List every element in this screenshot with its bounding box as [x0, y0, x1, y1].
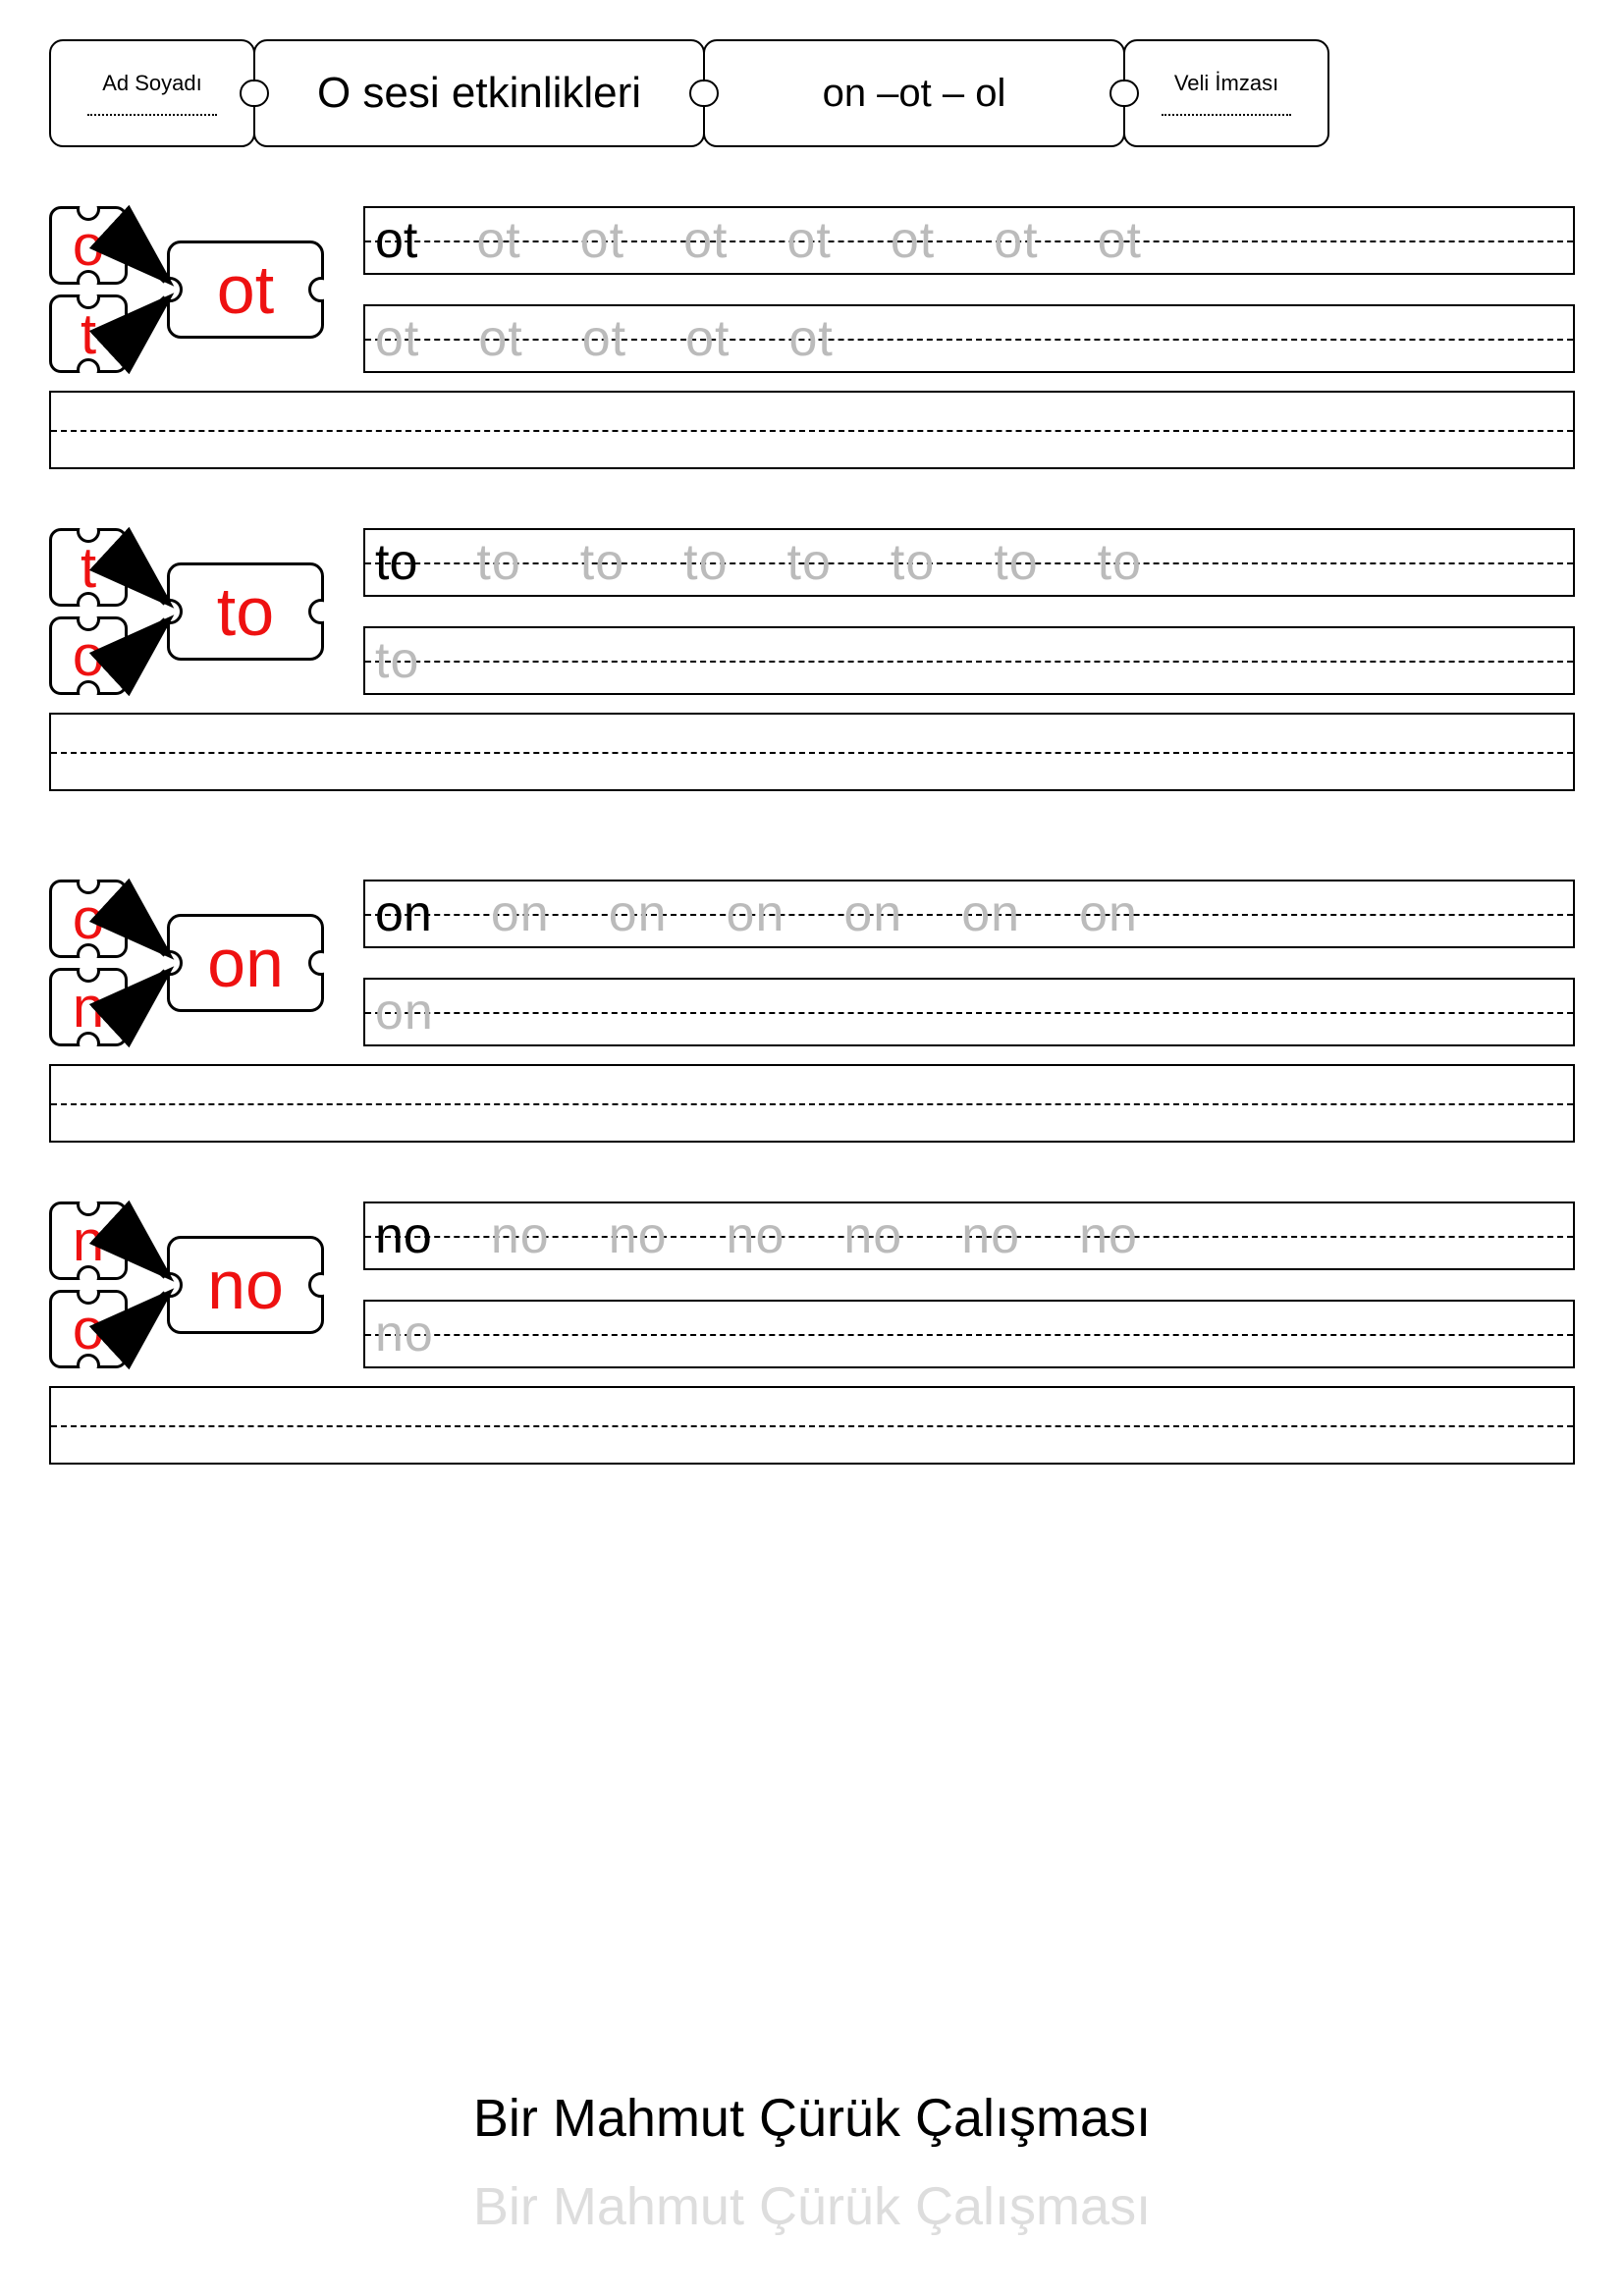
trace-syllable: ot — [476, 211, 520, 270]
writing-line[interactable]: ototototot — [363, 304, 1575, 373]
letter-ticket-bottom: o — [49, 616, 128, 695]
trace-syllable: to — [1098, 533, 1142, 592]
trace-syllable: on — [375, 983, 434, 1041]
writing-line[interactable]: to — [363, 626, 1575, 695]
letter-ticket-bottom: n — [49, 968, 128, 1046]
letter-ticket-top: o — [49, 880, 128, 958]
model-syllable: to — [375, 533, 417, 592]
page-subtitle: on –ot – ol — [823, 72, 1006, 116]
sign-label: Veli İmzası — [1174, 71, 1278, 96]
trace-syllable: ot — [994, 211, 1038, 270]
blank-writing-line[interactable] — [49, 713, 1575, 791]
letter-ticket-top: n — [49, 1201, 128, 1280]
worksheet-page: Ad Soyadı O sesi etkinlikleri on –ot – o… — [0, 0, 1624, 2296]
syllable-ticket: to — [167, 562, 324, 661]
writing-line[interactable]: ononononononon — [363, 880, 1575, 948]
name-label: Ad Soyadı — [102, 71, 202, 96]
writing-column: tototototototototo — [363, 528, 1575, 695]
section-gap — [49, 850, 1575, 880]
trace-syllable: ot — [789, 309, 834, 368]
model-syllable: no — [375, 1206, 432, 1265]
header-row: Ad Soyadı O sesi etkinlikleri on –ot – o… — [49, 39, 1575, 147]
letter-ticket-top: t — [49, 528, 128, 607]
trace-syllable: on — [1079, 884, 1138, 943]
trace-syllable: ot — [685, 309, 730, 368]
trace-syllable: no — [609, 1206, 668, 1265]
letter-combo: toto — [49, 528, 334, 695]
writing-line[interactable]: totototototototo — [363, 528, 1575, 597]
name-ticket: Ad Soyadı — [49, 39, 255, 147]
trace-syllable: ot — [375, 309, 419, 368]
blank-writing-line[interactable] — [49, 1386, 1575, 1465]
letter-combo: onon — [49, 880, 334, 1046]
footer-text: Bir Mahmut Çürük Çalışması — [0, 2088, 1624, 2149]
trace-syllable: ot — [683, 211, 728, 270]
trace-syllable: ot — [478, 309, 522, 368]
trace-syllable: no — [491, 1206, 550, 1265]
writing-line[interactable]: on — [363, 978, 1575, 1046]
syllable-ticket: on — [167, 914, 324, 1012]
trace-syllable: to — [580, 533, 624, 592]
footer-shadow: Bir Mahmut Çürük Çalışması — [0, 2176, 1624, 2237]
arrow-icon — [118, 528, 187, 695]
letter-combo: nono — [49, 1201, 334, 1368]
blank-writing-line[interactable] — [49, 1064, 1575, 1143]
trace-syllable: no — [843, 1206, 902, 1265]
arrow-icon — [118, 880, 187, 1046]
trace-syllable: no — [375, 1305, 434, 1363]
title-ticket: O sesi etkinlikleri — [253, 39, 705, 147]
letter-combo: otot — [49, 206, 334, 373]
syllable-ticket: ot — [167, 240, 324, 339]
trace-syllable: on — [491, 884, 550, 943]
sign-ticket: Veli İmzası — [1123, 39, 1329, 147]
writing-line[interactable]: no — [363, 1300, 1575, 1368]
trace-syllable: to — [994, 533, 1038, 592]
trace-syllable: ot — [891, 211, 935, 270]
trace-syllable: ot — [580, 211, 624, 270]
sections-container: ototototototototototototototottototototo… — [49, 206, 1575, 1465]
model-syllable: on — [375, 884, 432, 943]
letter-ticket-bottom: o — [49, 1290, 128, 1368]
writing-line[interactable]: otototototototot — [363, 206, 1575, 275]
trace-syllable: ot — [582, 309, 626, 368]
arrow-icon — [118, 1201, 187, 1368]
syllable-ticket: no — [167, 1236, 324, 1334]
trace-syllable: on — [843, 884, 902, 943]
blank-writing-line[interactable] — [49, 391, 1575, 469]
writing-column: nononononononono — [363, 1201, 1575, 1368]
trace-syllable: to — [683, 533, 728, 592]
trace-syllable: no — [961, 1206, 1020, 1265]
trace-syllable: to — [787, 533, 832, 592]
trace-syllable: on — [727, 884, 785, 943]
writing-column: onononononononon — [363, 880, 1575, 1046]
footer-wrap: Bir Mahmut Çürük Çalışması Bir Mahmut Çü… — [0, 2119, 1624, 2237]
subtitle-ticket: on –ot – ol — [703, 39, 1125, 147]
trace-syllable: on — [609, 884, 668, 943]
syllable-section: onononononononononon — [49, 880, 1575, 1046]
trace-syllable: ot — [787, 211, 832, 270]
syllable-section: tototototototototototo — [49, 528, 1575, 695]
name-dotline[interactable] — [87, 114, 218, 116]
writing-column: ototototototototototototot — [363, 206, 1575, 373]
page-title: O sesi etkinlikleri — [317, 69, 641, 118]
arrow-icon — [118, 206, 187, 373]
trace-syllable: ot — [1098, 211, 1142, 270]
trace-syllable: on — [961, 884, 1020, 943]
syllable-section: ototototototototototototototot — [49, 206, 1575, 373]
trace-syllable: no — [727, 1206, 785, 1265]
syllable-section: nononononononononono — [49, 1201, 1575, 1368]
letter-ticket-bottom: t — [49, 294, 128, 373]
sign-dotline[interactable] — [1162, 114, 1292, 116]
trace-syllable: to — [891, 533, 935, 592]
trace-syllable: no — [1079, 1206, 1138, 1265]
trace-syllable: to — [476, 533, 520, 592]
writing-line[interactable]: nonononononono — [363, 1201, 1575, 1270]
letter-ticket-top: o — [49, 206, 128, 285]
trace-syllable: to — [375, 631, 419, 690]
model-syllable: ot — [375, 211, 417, 270]
